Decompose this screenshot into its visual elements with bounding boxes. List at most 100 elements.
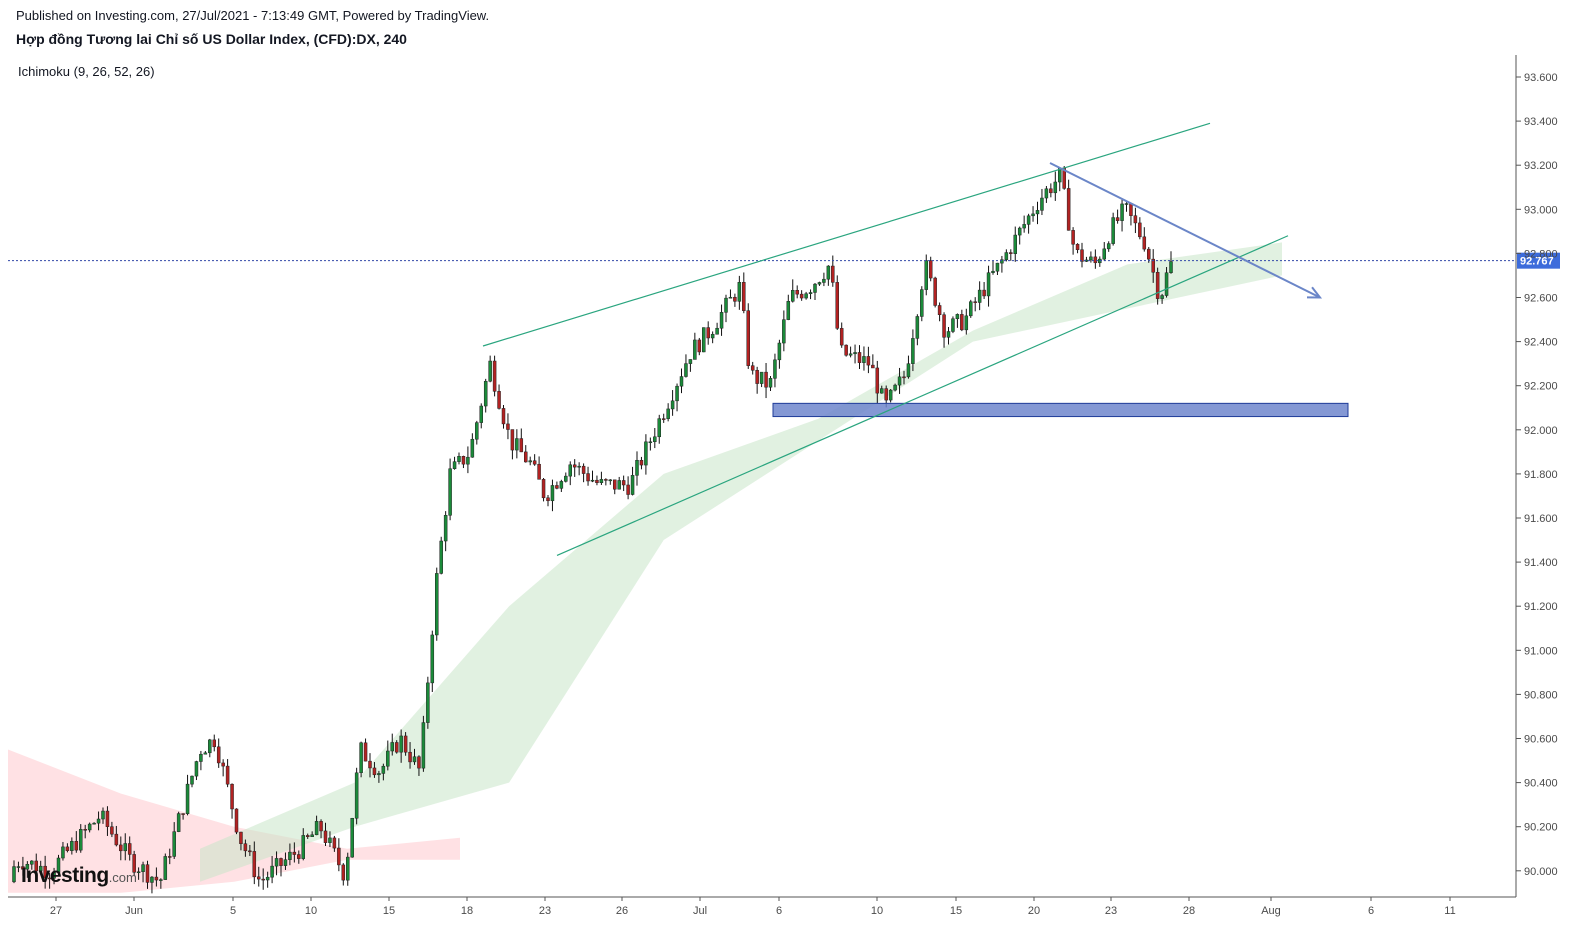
candle-down <box>234 808 239 833</box>
candle-up <box>599 479 604 484</box>
candle-up <box>822 278 826 283</box>
candle-down <box>973 301 977 303</box>
candle-down <box>34 860 38 872</box>
candle-up <box>1031 213 1035 217</box>
candle-down <box>297 854 301 859</box>
y-tick-label: 93.400 <box>1524 116 1558 128</box>
candle-up <box>791 290 795 302</box>
candle-down <box>1155 271 1160 299</box>
candle-up <box>590 479 595 482</box>
candle-up <box>1044 188 1049 199</box>
candle-down <box>341 864 346 881</box>
candle-up <box>426 682 430 723</box>
candle-down <box>532 460 537 465</box>
candle-up <box>773 359 777 379</box>
candle-up <box>955 314 960 320</box>
candle-up <box>848 353 853 356</box>
candle-up <box>568 464 572 477</box>
indicator-label[interactable]: Ichimoku (9, 26, 52, 26) <box>18 64 155 79</box>
candle-up <box>688 359 693 364</box>
candle-down <box>1147 248 1151 260</box>
candle-down <box>394 742 399 753</box>
candle-up <box>439 540 443 574</box>
candle-up <box>136 871 141 873</box>
candle-up <box>657 418 661 438</box>
candle-down <box>1049 188 1053 194</box>
candle-up <box>470 438 475 458</box>
candle-up <box>559 481 564 489</box>
candle-up <box>715 327 719 335</box>
candle-down <box>261 878 265 881</box>
candle-up <box>452 461 457 470</box>
time-axis[interactable]: 27 Jun 5 10 15 18 23 26 Jul 6 10 15 20 23 28 Aug 6 11 <box>50 897 1456 917</box>
last-price-label: 92.767 <box>1520 256 1554 268</box>
candle-down <box>417 756 421 769</box>
candle-up <box>1111 217 1115 244</box>
candle-up <box>1022 224 1026 229</box>
price-axis[interactable]: 90.000 90.200 90.400 90.600 90.800 91.000 91.2… <box>1516 72 1558 878</box>
candle-up <box>1040 197 1044 211</box>
candle-up <box>123 843 127 852</box>
candle-down <box>461 456 466 465</box>
last-price-box <box>1517 252 1560 269</box>
candle-up <box>350 817 354 858</box>
x-tick-label: 18 <box>461 905 473 917</box>
candle-down <box>154 876 159 881</box>
candle-up <box>724 297 728 313</box>
annotations[interactable]: 92.767 <box>8 122 1560 557</box>
candle-up <box>1035 210 1040 215</box>
x-tick-label: Jun <box>125 905 143 917</box>
candle-up <box>301 835 305 859</box>
candle-up <box>359 742 363 774</box>
candle-up <box>265 876 270 881</box>
candle-down <box>497 391 501 409</box>
candle-up <box>412 756 417 763</box>
candle-up <box>666 408 670 419</box>
candle-up <box>906 363 911 378</box>
candle-up <box>826 265 831 280</box>
candle-up <box>16 866 21 868</box>
candle-up <box>199 753 203 762</box>
candle-down <box>604 479 608 481</box>
candle-up <box>283 859 288 866</box>
candle-down <box>1009 252 1013 254</box>
candle-down <box>323 830 328 843</box>
candle-down <box>510 429 515 451</box>
candle-down <box>857 352 862 363</box>
candle-up <box>969 301 973 317</box>
candle-down <box>960 314 964 331</box>
candle-up <box>190 775 194 785</box>
candle-down <box>928 260 933 279</box>
candle-down <box>799 293 804 299</box>
candle-up <box>208 739 212 754</box>
candle-down <box>110 826 114 835</box>
candle-up <box>897 376 902 386</box>
candle-up <box>1160 295 1164 299</box>
candle-up <box>710 333 715 339</box>
candle-up <box>1000 259 1004 264</box>
published-info: Published on Investing.com, 27/Jul/2021 … <box>16 8 490 23</box>
y-tick-label: 92.400 <box>1524 337 1558 349</box>
candle-down <box>221 762 225 767</box>
candle-up <box>1169 261 1173 273</box>
candle-down <box>337 847 341 866</box>
candle-up <box>479 405 483 423</box>
candle-down <box>902 376 906 379</box>
support-zone <box>772 402 1349 418</box>
candle-down <box>581 465 586 474</box>
candle-up <box>1106 243 1111 250</box>
candle-down <box>866 356 871 366</box>
candle-up <box>644 441 648 466</box>
ichimoku-cloud <box>8 242 1282 893</box>
candle-down <box>368 760 372 769</box>
candle-up <box>786 301 791 320</box>
candle-down <box>1080 249 1084 262</box>
candle-up <box>1053 181 1058 194</box>
x-tick-label: 6 <box>1368 905 1374 917</box>
y-tick-label: 91.800 <box>1524 469 1558 481</box>
candle-down <box>795 290 799 295</box>
candle-up <box>670 400 675 410</box>
candle-down <box>519 438 524 453</box>
candle-up <box>30 860 34 865</box>
